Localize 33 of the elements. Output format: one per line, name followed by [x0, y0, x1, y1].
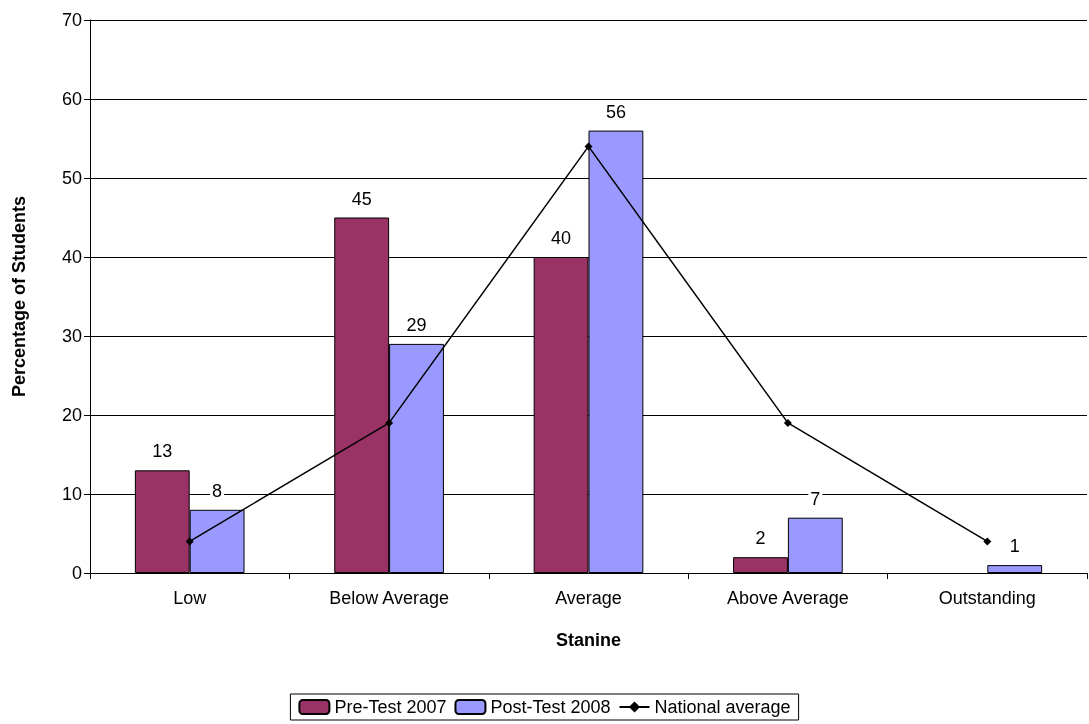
point: [385, 418, 394, 427]
y-tick-label: 70: [61, 10, 82, 30]
y-axis-title: Percentage of Students: [9, 195, 29, 398]
legend-label: Post-Test 2008: [490, 697, 611, 717]
x-tick-label: Low: [173, 588, 208, 608]
point: [783, 418, 792, 427]
x-tick-label: Above Average: [727, 588, 849, 608]
data-label: 2: [755, 528, 766, 549]
data-label: 45: [351, 188, 372, 209]
bar: [987, 565, 1043, 573]
y-tick-label: 10: [61, 484, 82, 504]
data-label: 1: [1009, 536, 1020, 557]
data-label: 8: [212, 480, 223, 501]
y-tick-label: 60: [61, 89, 82, 109]
y-tick-label: 0: [71, 563, 82, 583]
data-label: 40: [551, 228, 572, 248]
data-label: 7: [810, 488, 821, 509]
y-tick-label: 50: [61, 168, 82, 188]
point: [584, 142, 593, 151]
y-tick-label: 40: [61, 247, 82, 267]
x-tick-label: Outstanding: [938, 588, 1036, 608]
y-tick-label: 20: [61, 405, 82, 425]
point: [983, 537, 992, 546]
point: [185, 537, 194, 546]
legend-label: Pre-Test 2007: [334, 697, 447, 717]
data-label: 56: [605, 101, 626, 122]
x-axis-title: Stanine: [555, 630, 622, 650]
legend-label: National average: [654, 697, 791, 717]
x-tick-label: Average: [555, 588, 622, 608]
x-tick-label: Below Average: [329, 588, 449, 608]
y-tick-label: 30: [61, 326, 82, 346]
data-label: 13: [152, 441, 173, 462]
data-label: 29: [406, 314, 427, 335]
